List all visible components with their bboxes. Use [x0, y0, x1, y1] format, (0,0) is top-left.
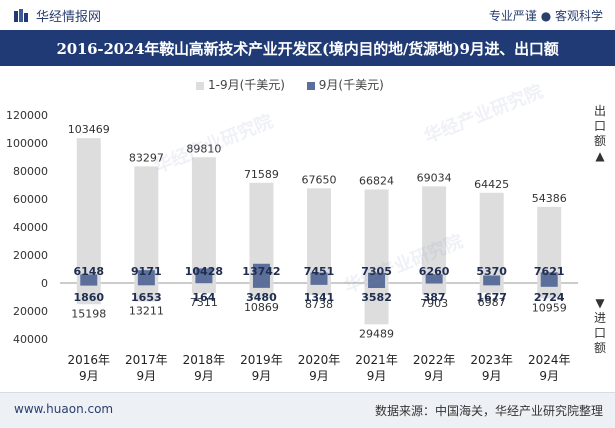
y-tick-label: 40000 — [13, 221, 48, 234]
x-tick-label: 2018年 — [183, 353, 226, 367]
data-label-month-import: 1341 — [304, 291, 335, 304]
y-tick-label: 20000 — [13, 305, 48, 318]
x-tick-label: 9月 — [137, 369, 157, 383]
data-label-month-import: 3480 — [246, 291, 277, 304]
data-label-cumulative-export: 64425 — [474, 178, 509, 191]
y-tick-label: 0 — [41, 277, 48, 290]
bar-month-import — [80, 283, 97, 286]
bar-cumulative-export — [77, 138, 101, 283]
site-url[interactable]: www.huaon.com — [14, 402, 113, 416]
x-tick-label: 2022年 — [413, 353, 456, 367]
data-label-month-import: 1860 — [73, 291, 104, 304]
side-label-export-char: 额 — [593, 134, 607, 149]
data-label-month-import: 3582 — [361, 291, 392, 304]
data-label-cumulative-export: 103469 — [68, 123, 110, 136]
data-label-cumulative-export: 54386 — [532, 192, 567, 205]
bar-month-import — [311, 283, 328, 285]
data-label-cumulative-export: 71589 — [244, 168, 279, 181]
data-label-month-import: 387 — [423, 291, 446, 304]
data-label-cumulative-import: 13211 — [129, 304, 164, 317]
data-label-month-export: 7305 — [361, 265, 392, 278]
x-tick-label: 9月 — [367, 369, 387, 383]
data-source: 数据来源：中国海关，华经产业研究院整理 — [375, 402, 603, 419]
x-tick-label: 9月 — [424, 369, 444, 383]
y-tick-label: 40000 — [13, 333, 48, 346]
x-tick-label: 2019年 — [240, 353, 283, 367]
x-tick-label: 9月 — [482, 369, 502, 383]
bar-month-import — [368, 283, 385, 288]
data-label-cumulative-export: 89810 — [186, 142, 221, 155]
side-label-export-char: 出 — [593, 104, 607, 119]
bar-month-import — [541, 283, 558, 287]
x-tick-label: 9月 — [252, 369, 272, 383]
y-tick-label: 100000 — [6, 137, 48, 150]
up-arrow-icon: ▲ — [593, 149, 607, 164]
data-label-month-export: 9171 — [131, 265, 162, 278]
x-tick-label: 9月 — [79, 369, 99, 383]
side-label-import-char: 口 — [593, 326, 607, 341]
data-label-month-export: 7451 — [304, 265, 335, 278]
x-tick-label: 2024年 — [528, 353, 571, 367]
data-label-cumulative-export: 69034 — [417, 171, 452, 184]
data-label-month-import: 1677 — [476, 291, 507, 304]
side-label-export-char: 口 — [593, 119, 607, 134]
x-tick-label: 2016年 — [68, 353, 111, 367]
data-label-month-export: 7621 — [534, 265, 565, 278]
side-label-import-char: 进 — [593, 311, 607, 326]
data-label-month-import: 2724 — [534, 291, 565, 304]
side-label-import: ▼ 进 口 额 — [593, 296, 607, 356]
x-tick-label: 2017年 — [125, 353, 168, 367]
data-label-month-export: 10428 — [185, 265, 223, 278]
data-label-cumulative-export: 83297 — [129, 151, 164, 164]
x-tick-label: 9月 — [309, 369, 329, 383]
bar-month-import — [138, 283, 155, 285]
x-tick-label: 2023年 — [470, 353, 513, 367]
data-label-cumulative-export: 67650 — [302, 173, 337, 186]
bar-month-import — [426, 283, 443, 284]
x-tick-label: 9月 — [194, 369, 214, 383]
data-label-month-export: 6148 — [73, 265, 104, 278]
y-tick-label: 120000 — [6, 109, 48, 122]
data-label-month-import: 1653 — [131, 291, 162, 304]
data-label-month-export: 6260 — [419, 265, 450, 278]
side-label-export: 出 口 额 ▲ — [593, 104, 607, 164]
y-tick-label: 80000 — [13, 165, 48, 178]
x-tick-label: 2020年 — [298, 353, 341, 367]
data-label-month-export: 13742 — [242, 265, 280, 278]
footer: www.huaon.com 数据来源：中国海关，华经产业研究院整理 — [0, 392, 615, 428]
data-label-cumulative-import: 15198 — [71, 307, 106, 320]
down-arrow-icon: ▼ — [593, 296, 607, 311]
x-tick-label: 2021年 — [355, 353, 398, 367]
bar-month-import — [483, 283, 500, 285]
data-label-month-import: 164 — [192, 291, 215, 304]
data-label-cumulative-export: 66824 — [359, 174, 394, 187]
y-tick-label: 20000 — [13, 249, 48, 262]
side-label-import-char: 额 — [593, 341, 607, 356]
x-tick-label: 9月 — [539, 369, 559, 383]
data-label-month-export: 5370 — [476, 265, 507, 278]
data-label-cumulative-import: 29489 — [359, 327, 394, 340]
y-tick-label: 60000 — [13, 193, 48, 206]
bar-month-import — [253, 283, 270, 288]
